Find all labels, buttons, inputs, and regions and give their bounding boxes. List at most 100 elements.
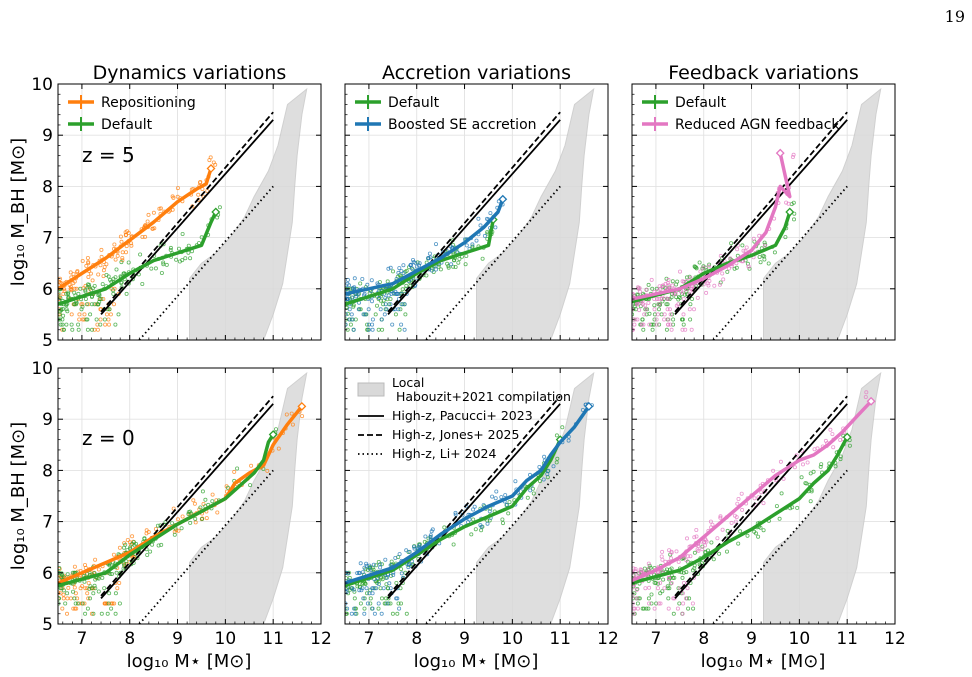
scatter-point	[756, 534, 761, 539]
scatter-point	[371, 567, 376, 572]
scatter-point	[423, 534, 428, 539]
scatter-point	[350, 586, 355, 591]
scatter-point	[680, 290, 685, 295]
scatter-point	[386, 586, 391, 591]
scatter-point	[641, 302, 646, 307]
scatter-point	[379, 317, 384, 322]
scatter-point	[635, 606, 640, 611]
scatter-point	[668, 322, 673, 327]
scatter-point	[398, 307, 403, 312]
relation-jones_2025	[674, 111, 848, 313]
local-relation-band	[189, 371, 308, 624]
scatter-point	[666, 296, 671, 301]
scatter-point	[394, 291, 399, 296]
scatter-point	[90, 327, 95, 332]
scatter-point	[125, 538, 130, 543]
scatter-point	[643, 586, 648, 591]
scatter-point	[102, 601, 107, 606]
panel-title: Feedback variations	[668, 62, 858, 84]
scatter-point	[649, 601, 654, 606]
redshift-label-top: z = 5	[82, 143, 135, 167]
scatter-point	[662, 317, 667, 322]
scatter-point	[378, 586, 383, 591]
scatter-point	[674, 549, 679, 554]
scatter-point	[345, 322, 348, 327]
redshift-label-bottom: z = 0	[82, 426, 135, 450]
scatter-point	[232, 469, 237, 474]
scatter-point	[60, 322, 65, 327]
relation-jones_2025	[674, 395, 848, 597]
median-endpoint	[498, 194, 508, 204]
scatter-point	[179, 526, 184, 531]
scatter-point	[71, 606, 76, 611]
scatter-point	[665, 281, 670, 286]
scatter-point	[487, 509, 492, 514]
scatter-point	[541, 477, 546, 482]
scatter-point	[115, 253, 120, 258]
scatter-point	[401, 271, 406, 276]
scatter-point	[632, 606, 637, 611]
x-tick-label: 7	[363, 629, 374, 649]
scatter-point	[345, 312, 348, 317]
scatter-point	[376, 601, 381, 606]
legend-label-local-sub: Habouzit+2021 compilation	[396, 389, 571, 404]
scatter-point	[658, 286, 663, 291]
legend-label-local: Local	[392, 375, 424, 390]
scatter-point	[830, 432, 835, 437]
y-tick-label: 5	[42, 331, 53, 351]
scatter-point	[639, 570, 644, 575]
scatter-point	[671, 611, 676, 616]
scatter-point	[706, 264, 711, 269]
scatter-point	[368, 601, 373, 606]
scatter-point	[225, 485, 230, 490]
scatter-point	[92, 302, 97, 307]
scatter-point	[712, 283, 717, 288]
legend-label-li: High-z, Li+ 2024	[392, 446, 496, 461]
scatter-point	[649, 322, 654, 327]
y-tick-label: 5	[42, 615, 53, 635]
scatter-point	[396, 270, 401, 275]
scatter-point	[680, 611, 685, 616]
scatter-point	[379, 596, 384, 601]
scatter-point	[150, 542, 155, 547]
scatter-point	[360, 276, 365, 281]
scatter-point	[808, 471, 813, 476]
relation-jones_2025	[100, 395, 274, 597]
scatter-point	[763, 243, 768, 248]
scatter-point	[93, 586, 98, 591]
x-tick-label: 12	[310, 629, 332, 649]
scatter-point	[150, 226, 155, 231]
scatter-point	[680, 591, 685, 596]
scatter-point	[349, 312, 354, 317]
scatter-point	[695, 295, 700, 300]
relation-jones_2025	[387, 395, 561, 597]
scatter-point	[364, 586, 369, 591]
scatter-point	[123, 233, 128, 238]
scatter-point	[442, 525, 447, 530]
scatter-point	[365, 282, 370, 287]
median-line-default	[58, 433, 275, 588]
y-axis-label-bottom: log₁₀ M_BH [M⊙]	[8, 422, 29, 570]
scatter-point	[646, 596, 651, 601]
scatter-point	[734, 515, 739, 520]
scatter-point	[390, 269, 395, 274]
scatter-point	[358, 307, 363, 312]
scatter-point	[634, 587, 639, 592]
scatter-point	[119, 280, 124, 285]
scatter-point	[106, 317, 111, 322]
scatter-point	[73, 606, 78, 611]
scatter-point	[453, 510, 458, 515]
overlay: z = 5 z = 0 log₁₀ M_BH [M⊙] log₁₀ M_BH […	[8, 138, 825, 672]
scatter-point	[374, 586, 379, 591]
scatter-point	[494, 489, 499, 494]
scatter-point	[177, 259, 182, 264]
scatter-point	[838, 457, 843, 462]
scatter-point	[666, 596, 671, 601]
x-axis-label-3: log₁₀ M⋆ [M⊙]	[701, 651, 826, 672]
scatter-point	[61, 313, 66, 318]
scatter-point	[72, 302, 77, 307]
median-endpoint	[842, 432, 852, 442]
median-line-repositioning	[58, 167, 213, 291]
scatter-point	[665, 307, 670, 312]
scatter-point	[345, 281, 350, 286]
